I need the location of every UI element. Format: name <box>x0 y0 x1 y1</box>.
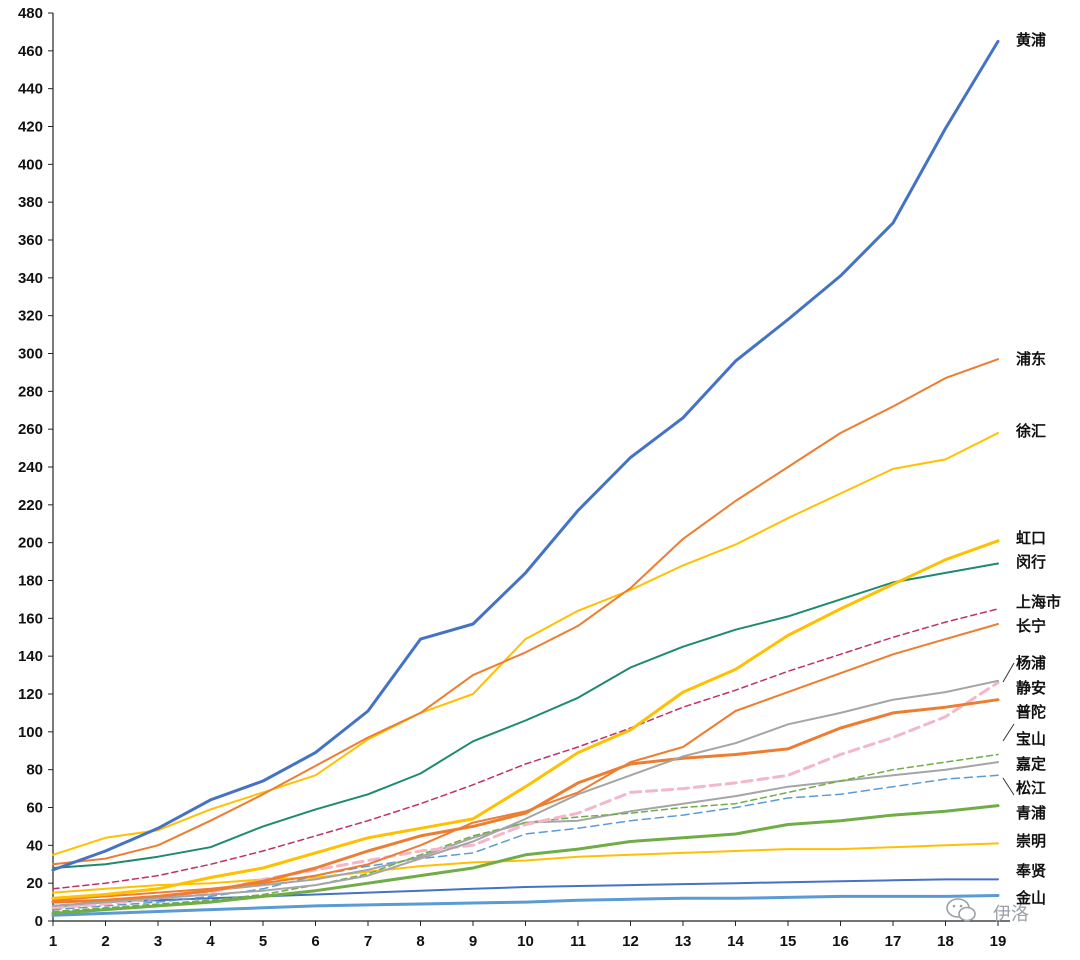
x-tick-label: 18 <box>937 933 954 950</box>
series-line <box>52 753 999 913</box>
label-leader-line <box>1002 662 1015 683</box>
series-label: 嘉定 <box>1015 755 1046 773</box>
y-tick-label: 280 <box>18 383 43 400</box>
series-line <box>52 608 999 890</box>
series-label: 上海市 <box>1016 593 1061 611</box>
x-tick-label: 2 <box>101 933 109 950</box>
y-tick-label: 140 <box>18 648 43 665</box>
series-line <box>51 681 1000 910</box>
label-leader-line <box>1002 723 1015 742</box>
series-label: 静安 <box>1016 679 1046 697</box>
y-tick-label: 260 <box>18 421 43 438</box>
x-tick-label: 13 <box>675 933 692 950</box>
series-line <box>51 894 1000 917</box>
y-tick-label: 60 <box>26 800 43 817</box>
series-line <box>52 679 999 907</box>
series-label: 青浦 <box>1016 804 1046 822</box>
wechat-icon <box>946 898 976 922</box>
y-tick-label: 300 <box>18 346 43 363</box>
y-tick-label: 160 <box>18 610 43 627</box>
y-tick-label: 40 <box>26 837 43 854</box>
y-tick-label: 400 <box>18 156 43 173</box>
x-tick-label: 5 <box>259 933 267 950</box>
x-tick-label: 4 <box>206 933 215 950</box>
series-label: 崇明 <box>1016 832 1046 850</box>
series-line <box>52 562 999 869</box>
y-tick-label: 460 <box>18 43 43 60</box>
axes: 0 20 40 60 80 100 120 140 160 180 200 220 240 260 280 3… <box>18 5 1010 950</box>
series-label: 杨浦 <box>1016 654 1046 672</box>
y-tick-label: 200 <box>18 535 43 552</box>
series-label: 闵行 <box>1016 553 1046 571</box>
series-line <box>52 623 999 902</box>
x-tick-label: 7 <box>364 933 372 950</box>
series-label: 奉贤 <box>1015 862 1046 880</box>
series-label: 松江 <box>1016 779 1046 797</box>
y-tick-label: 100 <box>18 724 43 741</box>
series-line <box>52 432 999 856</box>
series-line <box>52 878 999 907</box>
series-line <box>52 774 999 911</box>
x-tick-label: 14 <box>727 933 744 950</box>
series-label: 长宁 <box>1016 617 1046 635</box>
x-tick-label: 6 <box>311 933 319 950</box>
x-tick-label: 12 <box>622 933 639 950</box>
y-tick-label: 480 <box>18 5 43 22</box>
series-line <box>51 804 1000 915</box>
y-tick-label: 20 <box>26 875 43 892</box>
series-label: 浦东 <box>1016 350 1046 368</box>
x-tick-label: 19 <box>990 933 1007 950</box>
x-tick-label: 17 <box>885 933 902 950</box>
y-tick-label: 320 <box>18 308 43 325</box>
series-line <box>52 842 999 894</box>
y-tick-label: 360 <box>18 232 43 249</box>
series-group <box>51 39 1000 917</box>
watermark-text: 伊洛 <box>993 904 1029 925</box>
y-tick-label: 440 <box>18 81 43 98</box>
series-line <box>52 761 999 909</box>
series-line <box>51 539 1000 900</box>
y-tick-label: 220 <box>18 497 43 514</box>
series-label: 徐汇 <box>1015 422 1046 440</box>
y-tick-label: 240 <box>18 459 43 476</box>
y-tick-label: 380 <box>18 194 43 211</box>
y-tick-label: 80 <box>26 762 43 779</box>
x-tick-label: 8 <box>416 933 424 950</box>
series-label: 虹口 <box>1016 529 1046 547</box>
y-tick-label: 340 <box>18 270 43 287</box>
y-tick-label: 0 <box>35 913 43 930</box>
x-tick-label: 16 <box>832 933 849 950</box>
x-tick-label: 9 <box>469 933 477 950</box>
x-tick-label: 15 <box>780 933 797 950</box>
x-tick-label: 1 <box>49 933 57 950</box>
watermark: 伊洛 <box>946 898 1029 925</box>
series-label: 金山 <box>1015 889 1046 907</box>
y-tick-label: 120 <box>18 686 43 703</box>
series-label: 普陀 <box>1016 703 1046 721</box>
x-tick-label: 11 <box>570 933 586 950</box>
series-label: 黄浦 <box>1016 31 1046 49</box>
y-tick-label: 420 <box>18 119 43 136</box>
x-tick-label: 3 <box>154 933 162 950</box>
series-line <box>51 698 1000 904</box>
x-tick-label: 10 <box>517 933 534 950</box>
series-line <box>52 358 999 866</box>
series-label: 宝山 <box>1016 730 1046 748</box>
series-line <box>51 39 1000 872</box>
label-leader-line <box>1002 777 1015 796</box>
y-tick-label: 180 <box>18 573 43 590</box>
